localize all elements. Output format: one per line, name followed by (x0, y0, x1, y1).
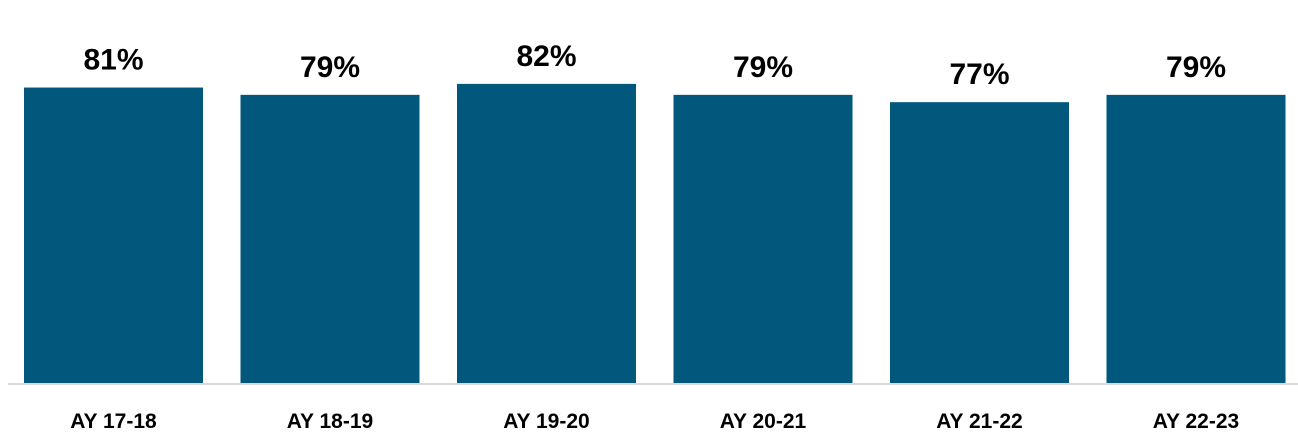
data-label-6: 79% (1166, 51, 1226, 84)
bar-4 (673, 94, 853, 385)
data-label-3: 82% (516, 40, 576, 73)
data-label-5: 77% (949, 58, 1009, 91)
bar-3 (457, 83, 636, 384)
bars-group (24, 83, 1286, 385)
x-tick-label-6: AY 22-23 (1153, 410, 1239, 433)
bar-2 (240, 94, 420, 385)
x-tick-labels-group: AY 17-18 AY 18-19 AY 19-20 AY 20-21 AY 21-22… (70, 410, 1239, 433)
data-label-4: 79% (733, 51, 793, 84)
x-tick-label-4: AY 20-21 (720, 410, 807, 433)
bar-6 (1106, 94, 1286, 385)
bar-5 (890, 102, 1069, 385)
x-tick-label-5: AY 21-22 (936, 410, 1022, 433)
x-tick-label-2: AY 18-19 (287, 410, 373, 433)
x-tick-label-1: AY 17-18 (70, 410, 157, 433)
x-tick-label-3: AY 19-20 (503, 410, 589, 433)
data-labels-group: 81% 79% 82% 79% 77% 79% (83, 40, 1226, 91)
bar-1 (24, 87, 203, 384)
data-label-2: 79% (300, 51, 360, 84)
data-label-1: 81% (83, 44, 143, 77)
